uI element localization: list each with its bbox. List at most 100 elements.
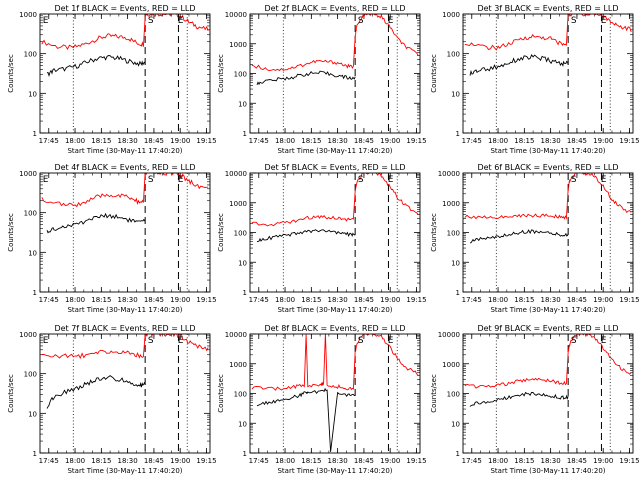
panel-1-title: Det 1f BLACK = Events, RED = LLD — [54, 4, 195, 13]
panel-1-red-lld-series — [41, 14, 209, 51]
panel-8-marker-label: E — [388, 336, 394, 346]
panel-5-x-tick-label: 19:00 — [380, 296, 400, 304]
panel-7-x-tick-label: 19:00 — [170, 457, 190, 465]
panel-4-x-tick-label: 19:15 — [196, 296, 216, 304]
panel-8-plot-frame — [249, 333, 421, 454]
panel-8-black-events-series — [256, 387, 356, 452]
panel-3-chart: Det 3f BLACK = Events, RED = LLD Counts/s… — [430, 4, 640, 155]
panel-8-x-tick-label: 19:00 — [380, 457, 400, 465]
panel-9-x-tick-label: 18:30 — [541, 457, 561, 465]
panel-9-red-lld-series — [464, 334, 632, 389]
panel-7-x-tick-label: 18:15 — [91, 457, 111, 465]
panel-2-x-tick-label: 18:15 — [301, 137, 321, 145]
panel-3-x-tick-label: 19:00 — [593, 137, 613, 145]
panel-2-x-tick-label: 18:45 — [354, 137, 374, 145]
panel-6-black-events-series — [469, 229, 569, 244]
panel-3-x-tick-label: 17:45 — [462, 137, 482, 145]
panel-7-marker-label: S — [148, 336, 154, 346]
panel-2-title: Det 2f BLACK = Events, RED = LLD — [264, 4, 405, 13]
panel-9-y-tick-label: 100 — [447, 391, 460, 399]
panel-1-x-tick-label: 18:15 — [91, 137, 111, 145]
panel-5-y-tick-label: 100 — [234, 230, 247, 238]
panel-9-x-tick-label: 17:45 — [462, 457, 482, 465]
panel-3-x-axis-label: Start Time (30-May-11 17:40:20) — [490, 147, 605, 155]
panel-7-y-tick-label: 1000 — [19, 331, 37, 339]
panel-5-black-events-series — [256, 229, 356, 243]
panel-3-black-events-series — [469, 54, 569, 76]
panel-4-marker-label: E — [43, 175, 49, 185]
panel-6-chart: Det 6f BLACK = Events, RED = LLD Counts/s… — [430, 163, 640, 314]
panel-4-x-axis-label: Start Time (30-May-11 17:40:20) — [67, 306, 182, 314]
panel-7-chart: Det 7f BLACK = Events, RED = LLD Counts/s… — [7, 324, 217, 475]
panel-4-x-tick-label: 18:45 — [144, 296, 164, 304]
panel-9-y-axis-label: Counts/sec — [430, 374, 438, 413]
panel-2-y-tick-label: 10000 — [225, 11, 247, 19]
panel-6-y-tick-label: 1000 — [442, 200, 460, 208]
panel-8-y-tick-label: 10000 — [225, 331, 247, 339]
panel-2-x-tick-label: 17:45 — [249, 137, 269, 145]
panel-8-red-lld-series — [251, 334, 419, 391]
panel-1-x-tick-label: 18:30 — [118, 137, 138, 145]
panel-6-x-tick-label: 17:45 — [462, 296, 482, 304]
panel-5-x-tick-label: 19:15 — [406, 296, 426, 304]
panel-6-x-tick-label: 18:30 — [541, 296, 561, 304]
panel-7-y-axis-label: Counts/sec — [7, 374, 15, 413]
panel-2-black-events-series — [256, 70, 356, 86]
panel-5-x-tick-label: 18:00 — [275, 296, 295, 304]
panel-1-marker-label: E — [178, 16, 184, 26]
panel-4-x-tick-label: 19:00 — [170, 296, 190, 304]
panel-6-x-axis-label: Start Time (30-May-11 17:40:20) — [490, 306, 605, 314]
panel-7-x-axis-label: Start Time (30-May-11 17:40:20) — [67, 467, 182, 475]
panel-4-black-events-series — [46, 212, 146, 234]
panel-9-black-events-series — [469, 391, 569, 407]
panel-9-y-tick-label: 10 — [451, 420, 460, 428]
panel-8-y-axis-label: Counts/sec — [217, 374, 225, 413]
panel-1-x-axis-label: Start Time (30-May-11 17:40:20) — [67, 147, 182, 155]
panel-9-marker-label: E — [601, 336, 607, 346]
panel-8-x-tick-label: 18:45 — [354, 457, 374, 465]
panel-6-marker-label: E — [601, 175, 607, 185]
panel-8-x-tick-label: 17:45 — [249, 457, 269, 465]
panel-1-black-events-series — [46, 55, 146, 77]
panel-3-y-tick-label: 100 — [447, 51, 460, 59]
panel-9-x-tick-label: 18:00 — [488, 457, 508, 465]
panel-6-x-tick-label: 18:45 — [567, 296, 587, 304]
panel-9-marker-label: S — [571, 336, 577, 346]
panel-4-marker-label: S — [148, 175, 154, 185]
panel-3-x-tick-label: 18:30 — [541, 137, 561, 145]
panel-6-red-lld-series — [464, 173, 632, 220]
panel-9-y-tick-label: 10000 — [438, 331, 460, 339]
panel-1-chart: Det 1f BLACK = Events, RED = LLD Counts/s… — [7, 4, 217, 155]
panel-7-black-events-series — [46, 375, 146, 409]
panel-4-x-tick-label: 18:30 — [118, 296, 138, 304]
panel-8-marker-label: S — [358, 336, 364, 346]
panel-3-y-tick-label: 1000 — [442, 11, 460, 19]
panel-1-y-tick-label: 1000 — [19, 11, 37, 19]
panel-3-plot-frame — [462, 13, 634, 134]
panel-2-y-tick-label: 1 — [243, 130, 247, 138]
panel-9-x-tick-label: 19:15 — [619, 457, 639, 465]
panel-1-y-tick-label: 1 — [33, 130, 37, 138]
panel-5-marker-label: E — [388, 175, 394, 185]
panel-6-y-tick-label: 100 — [447, 230, 460, 238]
panel-9-title: Det 9f BLACK = Events, RED = LLD — [477, 324, 618, 333]
panel-8-title: Det 8f BLACK = Events, RED = LLD — [264, 324, 405, 333]
panel-7-y-tick-label: 100 — [24, 371, 37, 379]
panel-1-y-tick-label: 10 — [28, 90, 37, 98]
panel-3-marker-label: E — [601, 16, 607, 26]
panel-2-x-tick-label: 19:00 — [380, 137, 400, 145]
panel-6-y-tick-label: 10 — [451, 259, 460, 267]
panel-6-x-tick-label: 19:15 — [619, 296, 639, 304]
panel-7-red-lld-series — [41, 334, 209, 360]
panel-6-marker-label: S — [571, 175, 577, 185]
panel-2-y-tick-label: 10 — [238, 100, 247, 108]
panel-7-x-tick-label: 17:45 — [39, 457, 59, 465]
panel-5-y-tick-label: 10000 — [225, 170, 247, 178]
panel-5-chart: Det 5f BLACK = Events, RED = LLD Counts/s… — [217, 163, 427, 314]
panel-5-marker-label: S — [358, 175, 364, 185]
panel-5-x-tick-label: 18:15 — [301, 296, 321, 304]
panel-8-y-tick-label: 1 — [243, 450, 247, 458]
panel-5-title: Det 5f BLACK = Events, RED = LLD — [264, 163, 405, 172]
panel-3-x-tick-label: 18:45 — [567, 137, 587, 145]
panel-9-y-tick-label: 1000 — [442, 361, 460, 369]
